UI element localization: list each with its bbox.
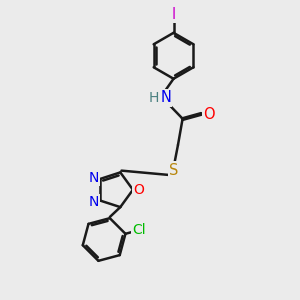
Text: Cl: Cl [132,223,146,237]
Text: S: S [169,163,178,178]
Text: H: H [148,91,159,105]
Text: I: I [171,7,176,22]
Text: O: O [203,107,215,122]
Text: N: N [160,90,171,105]
Text: N: N [88,195,99,209]
Text: N: N [88,170,99,184]
Text: O: O [134,183,144,197]
